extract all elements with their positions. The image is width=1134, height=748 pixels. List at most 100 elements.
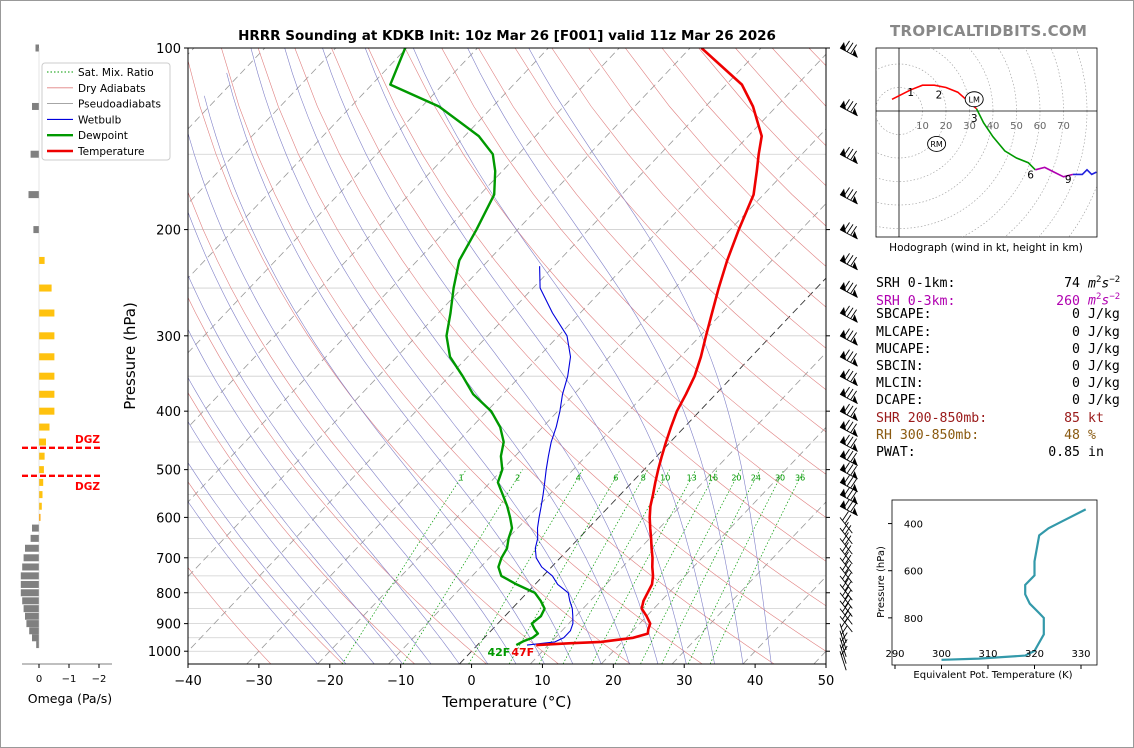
omega-bar (28, 191, 39, 199)
barb-feather (846, 450, 854, 461)
stat-value: 0 (1072, 358, 1080, 374)
pseudoadiabat-line (364, 48, 687, 664)
wind-barb (839, 639, 848, 664)
omega-bar (29, 627, 39, 635)
x-tick-label: −10 (387, 674, 414, 689)
barb-feather (850, 284, 857, 294)
mixing-ratio-line (468, 469, 584, 664)
theta-e-x-tick-label: 310 (978, 649, 997, 660)
stat-row: MLCAPE: 0 J/kg (876, 324, 1120, 341)
barb-feather (844, 597, 852, 608)
barb-staff (839, 592, 853, 609)
isotherm-line (530, 352, 826, 664)
barb-flag (852, 507, 858, 516)
stat-unit: J/kg (1088, 393, 1120, 409)
barb-feather (843, 434, 850, 445)
stat-unit: J/kg (1088, 307, 1120, 323)
stat-unit: J/kg (1088, 324, 1120, 340)
legend-entry: Dry Adiabats (78, 83, 146, 95)
barb-staff (839, 630, 847, 650)
barb-feather (842, 569, 849, 580)
stat-value: 74 (1064, 276, 1080, 292)
wind-barb (839, 551, 853, 574)
omega-tick-label: 0 (36, 674, 42, 685)
omega-bar (26, 620, 39, 628)
y-tick-label: 100 (156, 42, 181, 57)
omega-bar (39, 407, 55, 415)
mixing-ratio-line (562, 469, 670, 664)
barb-feather (846, 100, 854, 111)
wind-barb (839, 434, 858, 452)
barb-feather (850, 256, 857, 267)
pseudoadiabat-line (188, 274, 460, 664)
theta-e-x-tick-label: 330 (1071, 649, 1090, 660)
stat-row: RH 300-850mb: 48% (876, 427, 1120, 444)
barb-flag (852, 412, 858, 421)
y-tick-label: 800 (156, 587, 181, 602)
wind-barb (839, 222, 858, 240)
barb-staff (839, 623, 847, 643)
barb-flag (852, 443, 858, 452)
stat-value: 0 (1072, 307, 1080, 323)
stat-row: SBCIN: 0 J/kg (876, 358, 1120, 375)
x-tick-label: −30 (245, 674, 272, 689)
hodograph-ring-label: 70 (1057, 121, 1070, 132)
pseudoadiabat-line (528, 48, 772, 664)
barb-feather (846, 405, 854, 416)
omega-bar (30, 534, 39, 542)
dgz-label: DGZ (75, 434, 100, 446)
omega-bar (22, 563, 39, 571)
omega-bar (39, 372, 55, 380)
hodograph-trace (1072, 168, 1097, 176)
pseudoadiabat-line (226, 72, 574, 664)
barb-feather (846, 148, 854, 159)
wind-barb (839, 187, 858, 205)
theta-e-x-tick-label: 320 (1025, 649, 1044, 660)
mixing-ratio-label: 36 (795, 473, 805, 482)
barb-feather (850, 407, 857, 418)
stat-label: DCAPE: (876, 393, 924, 409)
wind-barb (839, 448, 858, 466)
barb-flag (852, 471, 858, 480)
stat-unit: J/kg (1088, 376, 1120, 392)
stat-label: PWAT: (876, 444, 916, 460)
mixing-ratio-label: 20 (731, 473, 741, 482)
dry-adiabat-line (331, 48, 826, 607)
stat-value: 0 (1072, 393, 1080, 409)
barb-feather (843, 498, 850, 509)
barb-feather (843, 386, 850, 397)
barb-flag (852, 377, 858, 386)
barb-flag (852, 49, 858, 58)
mixing-ratio-line (687, 469, 785, 664)
barb-feather (842, 511, 849, 521)
barb-flag (852, 314, 858, 323)
barb-feather (842, 542, 849, 552)
isotherm-line (188, 48, 337, 205)
hodograph-height-label: 3 (971, 113, 978, 125)
barb-feather (844, 535, 852, 545)
stat-row: MUCAPE: 0 J/kg (876, 341, 1120, 358)
dry-adiabat-line (404, 48, 826, 518)
hodograph-height-label: 1 (907, 87, 914, 99)
x-tick-label: 30 (676, 674, 693, 689)
pseudoadiabat-line (188, 377, 403, 664)
stat-label: RH 300-850mb: (876, 427, 980, 443)
barb-flag (852, 261, 858, 270)
hodograph-trace (1035, 166, 1074, 178)
barb-feather (844, 589, 852, 600)
dry-adiabat-line (188, 296, 487, 664)
legend-entry: Temperature (77, 146, 145, 158)
stat-label: SHR 200-850mb: (876, 410, 988, 426)
wind-barb (839, 625, 848, 650)
barb-feather (850, 225, 857, 236)
stat-label: MLCIN: (876, 376, 924, 392)
barb-feather (850, 353, 857, 363)
mixing-ratio-label: 1 (459, 473, 464, 482)
stat-row: MLCIN: 0 J/kg (876, 375, 1120, 392)
omega-bar (32, 524, 39, 532)
barb-feather (846, 307, 854, 318)
isotherm-line (188, 48, 620, 503)
hodograph-height-label: 2 (936, 90, 943, 102)
barb-feather (846, 436, 854, 447)
pseudoadiabat-line (188, 501, 318, 664)
